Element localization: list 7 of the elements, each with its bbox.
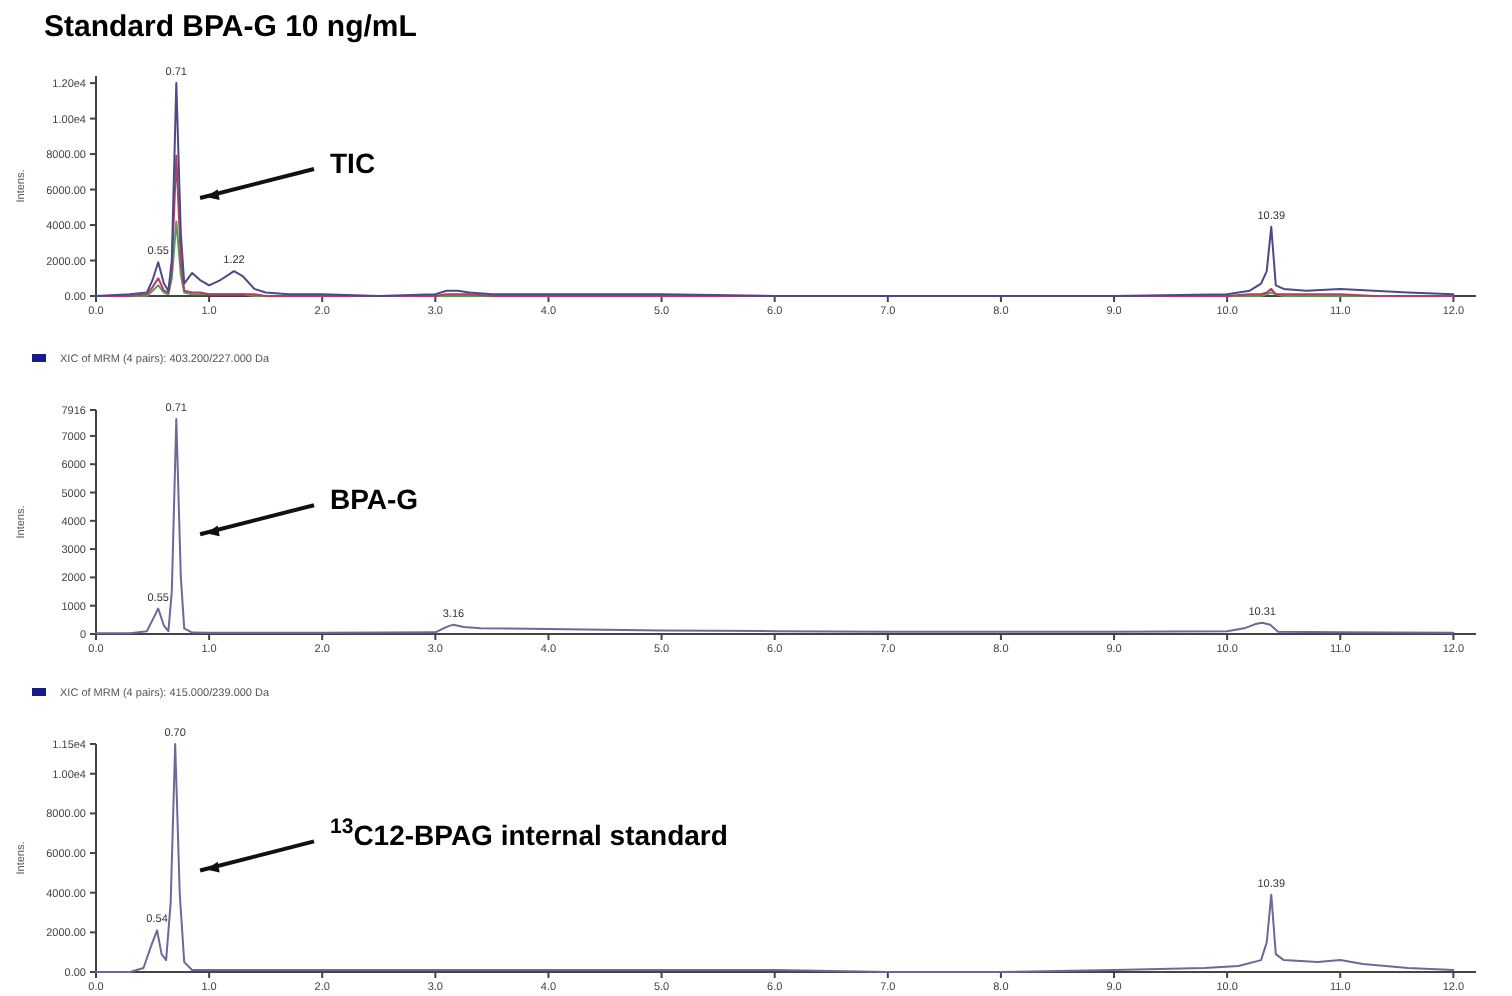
- line-series: [95, 743, 1455, 973]
- annotation: BPA-G: [330, 483, 419, 516]
- annotation: $^{13}$C12-BPAG internal standard: [330, 815, 728, 852]
- chart-title: Standard BPA-G 10 ng/mL: [44, 10, 417, 44]
- annotation: TIC: [330, 147, 376, 179]
- line-series: [95, 417, 1455, 635]
- line-series: [95, 82, 1455, 297]
